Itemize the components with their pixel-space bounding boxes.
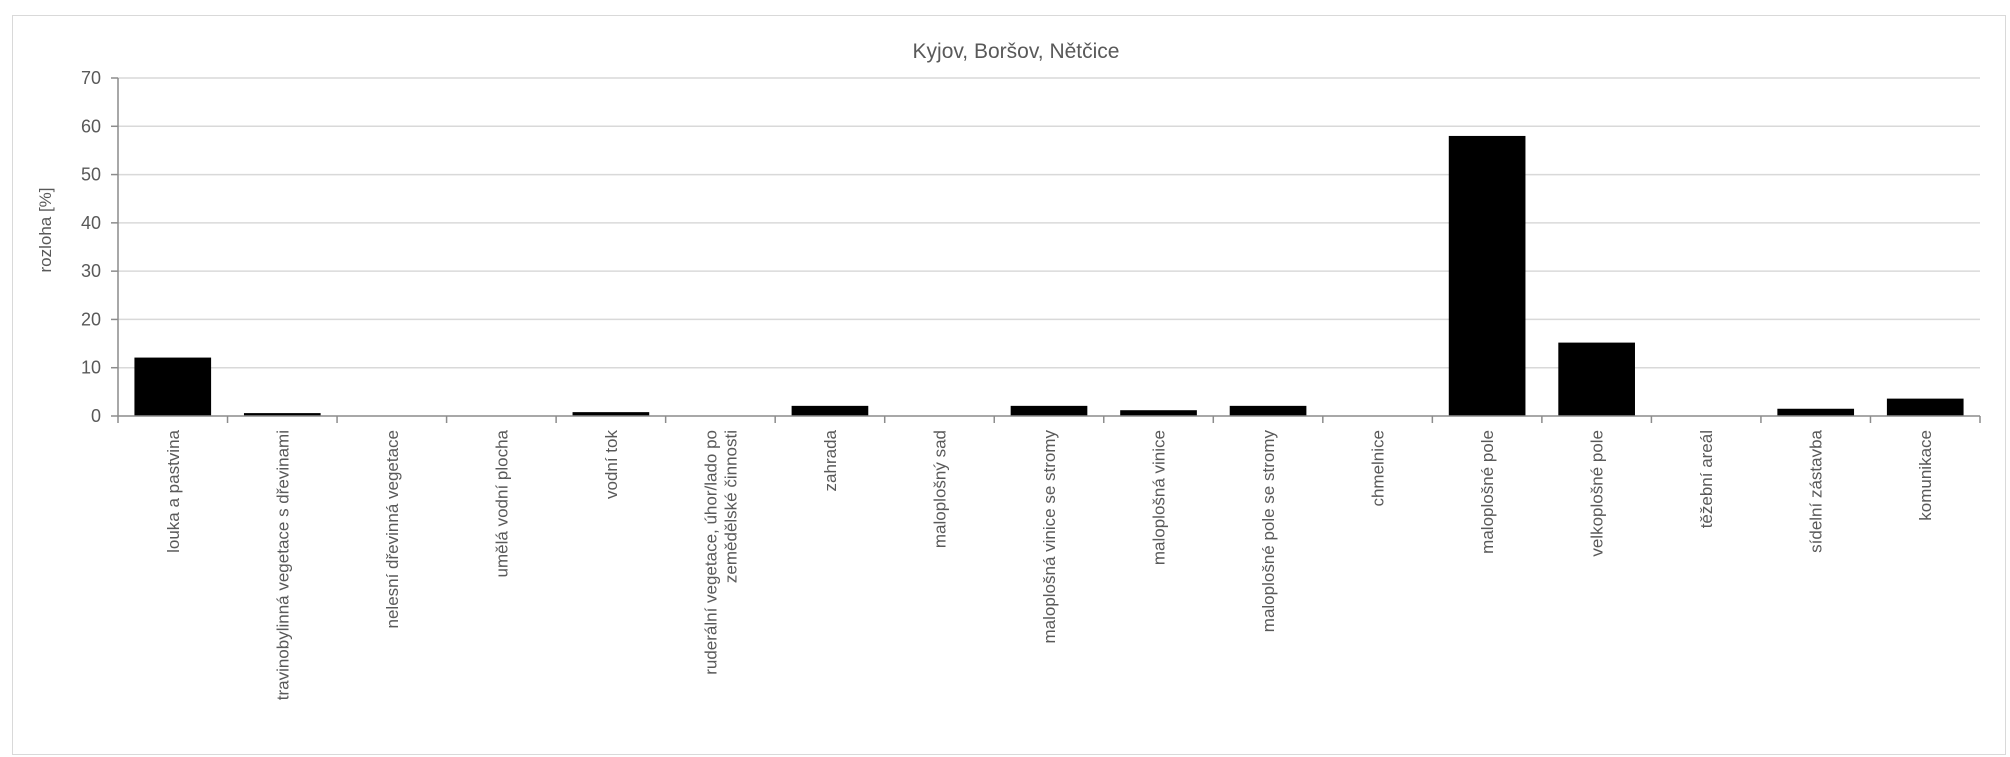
bar xyxy=(572,412,650,416)
x-tick-label: chmelnice xyxy=(1369,430,1388,507)
x-tick-label-group: komunikace xyxy=(1916,430,1935,521)
y-tick-label: 0 xyxy=(91,406,101,426)
x-tick-label: maloplošný sad xyxy=(930,430,949,548)
bar xyxy=(791,405,869,416)
y-tick-label: 30 xyxy=(81,261,101,281)
x-tick-label-group: velkoplošné pole xyxy=(1588,430,1607,557)
y-tick-label: 50 xyxy=(81,165,101,185)
x-tick-label-group: travinobylinná vegetace s dřevinami xyxy=(273,430,292,700)
x-tick-label: sídelní zástavba xyxy=(1807,429,1826,552)
x-tick-label-group: maloplošná vinice se stromy xyxy=(1040,430,1059,644)
x-tick-label-group: zahrada xyxy=(821,429,840,491)
bars xyxy=(134,135,1964,416)
x-tick-label: vodní tok xyxy=(602,430,621,499)
bar xyxy=(134,357,212,416)
x-tick-label-group: umělá vodní plocha xyxy=(492,429,511,577)
x-tick-label-group: maloplošná vinice xyxy=(1150,430,1169,565)
x-tick-label: zahrada xyxy=(821,429,840,491)
chart-title: Kyjov, Boršov, Nětčice xyxy=(913,40,1120,63)
x-tick-label: komunikace xyxy=(1916,430,1935,521)
bar xyxy=(1886,398,1964,416)
x-tick-label: maloplošné pole se stromy xyxy=(1259,430,1278,633)
bar xyxy=(243,413,321,416)
y-tick-label: 70 xyxy=(81,68,101,88)
y-axis-label: rozloha [%] xyxy=(36,187,55,272)
x-tick-label: maloplošná vinice se stromy xyxy=(1040,430,1059,644)
x-tick-label-group: louka a pastvina xyxy=(164,429,183,552)
x-tick-label: umělá vodní plocha xyxy=(492,429,511,577)
bar xyxy=(1229,405,1307,416)
x-tick-label-group: maloplošné pole se stromy xyxy=(1259,430,1278,633)
bar xyxy=(1777,408,1855,416)
x-tick-label-group: nelesní dřevinná vegetace xyxy=(383,430,402,628)
x-tick-label: velkoplošné pole xyxy=(1588,430,1607,557)
gridlines xyxy=(118,77,1980,369)
x-tick-label-group: maloplošný sad xyxy=(930,430,949,548)
y-tick-label: 60 xyxy=(81,116,101,136)
x-tick-label: těžební areál xyxy=(1697,430,1716,528)
bar xyxy=(1120,410,1197,416)
chart-frame: Kyjov, Boršov, Nětčice rozloha [%] 0 10 20… xyxy=(12,15,2006,755)
y-tick-label: 20 xyxy=(81,309,101,329)
bar-chart: Kyjov, Boršov, Nětčice rozloha [%] 0 10 20… xyxy=(36,40,1981,700)
bar xyxy=(1448,135,1526,416)
x-tick-label-group: těžební areál xyxy=(1697,430,1716,528)
x-tick-label: travinobylinná vegetace s dřevinami xyxy=(273,430,292,700)
x-tick-label-group: ruderální vegetace, úhor/lado po zeměděls… xyxy=(701,430,740,675)
x-axis-tick-labels: louka a pastvina travinobylinná vegetace … xyxy=(164,429,1935,700)
x-tick-label-group: sídelní zástavba xyxy=(1807,429,1826,552)
bar xyxy=(1010,405,1088,416)
x-tick-label: maloplošná vinice xyxy=(1150,430,1169,565)
x-tick-label-group: vodní tok xyxy=(602,430,621,499)
x-tick-label: zemědělské činnosti xyxy=(721,430,740,583)
x-tick-label-group: chmelnice xyxy=(1369,430,1388,507)
bar xyxy=(1558,342,1635,416)
x-tick-label: nelesní dřevinná vegetace xyxy=(383,430,402,628)
y-tick-label: 40 xyxy=(81,213,101,233)
y-tick-label: 10 xyxy=(81,358,101,378)
y-axis-ticks: 0 10 20 30 40 50 60 70 xyxy=(81,68,101,426)
axes xyxy=(111,77,1981,423)
x-tick-label: ruderální vegetace, úhor/lado po xyxy=(701,430,720,675)
x-tick-label: maloplošné pole xyxy=(1478,430,1497,554)
x-tick-label-group: maloplošné pole xyxy=(1478,430,1497,554)
x-tick-label: louka a pastvina xyxy=(164,429,183,552)
